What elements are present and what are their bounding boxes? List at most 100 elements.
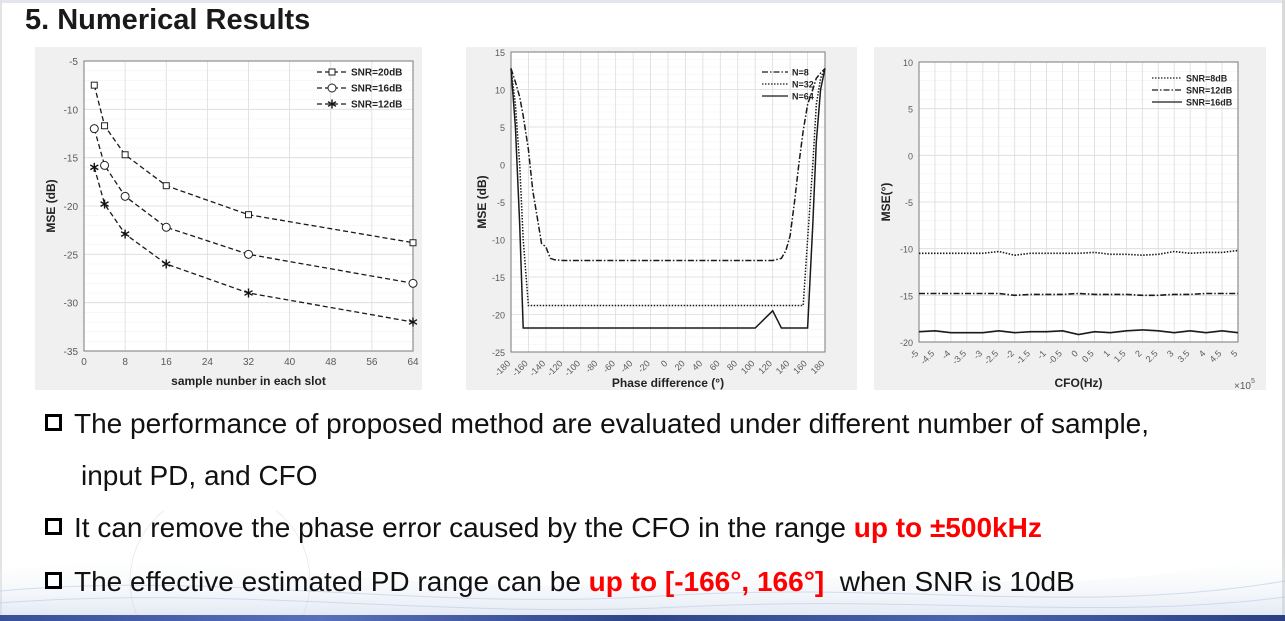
y-tick-label: 15 xyxy=(495,48,505,58)
y-tick-label: 5 xyxy=(908,105,913,115)
x-tick-label: 64 xyxy=(407,357,419,368)
legend-entry: SNR=8dB xyxy=(1186,74,1228,84)
x-multiplier-label: ×10 xyxy=(1234,381,1251,390)
x-tick-label: 2.5 xyxy=(1144,348,1160,364)
bullet-text: The performance of proposed method are e… xyxy=(74,408,1150,439)
svg-text:5: 5 xyxy=(1251,378,1255,385)
asterisk-marker-icon xyxy=(161,259,171,269)
circle-marker-icon xyxy=(327,83,337,93)
y-tick-label: 0 xyxy=(908,151,913,161)
square-bullet-icon xyxy=(45,414,62,432)
x-tick-label: 40 xyxy=(284,357,296,368)
x-tick-label: 3 xyxy=(1165,348,1176,359)
x-tick-label: 1.5 xyxy=(1112,348,1128,364)
series-line xyxy=(93,167,414,323)
x-tick-label: 24 xyxy=(202,357,214,368)
x-tick-label: 180 xyxy=(809,358,827,376)
y-tick-label: -15 xyxy=(64,154,79,165)
chart-2-svg: 15 10 5 0 -5 -10 -15 -20 -25-180-160-140-120-100… xyxy=(475,48,827,390)
y-tick-label: -10 xyxy=(64,105,79,116)
x-tick-label: 5 xyxy=(1229,348,1240,359)
x-tick-label: -180 xyxy=(493,358,513,378)
asterisk-marker-icon xyxy=(244,288,253,298)
chart-1-svg: -5 -10 -15 -20 -25 -30 -350 8 16 24 32 40 48 56 64 samp… xyxy=(44,57,419,388)
x-tick-label: 56 xyxy=(366,357,378,368)
circle-marker-icon xyxy=(244,249,253,259)
legend-entry: SNR=16dB xyxy=(351,84,402,95)
x-tick-label: 0.5 xyxy=(1080,348,1096,364)
y-axis-label: MSE(°) xyxy=(879,183,893,222)
circle-marker-icon xyxy=(120,191,130,201)
bullet-text-after: when SNR is 10dB xyxy=(824,566,1075,597)
x-tick-label: 0 xyxy=(81,357,87,368)
x-tick-label: 100 xyxy=(739,358,757,376)
slide-title: 5. Numerical Results xyxy=(25,4,311,36)
asterisk-marker-icon xyxy=(408,317,418,327)
asterisk-marker-icon xyxy=(100,199,109,209)
x-tick-label: 1 xyxy=(1101,348,1112,359)
x-tick-label: 3.5 xyxy=(1176,348,1192,364)
bullet-highlight: up to [-166°, 166°] xyxy=(588,566,825,597)
y-tick-label: -10 xyxy=(900,245,913,255)
circle-marker-icon xyxy=(161,222,171,232)
x-tick-label: -80 xyxy=(583,358,599,374)
y-tick-label: -25 xyxy=(64,250,79,261)
square-marker-icon xyxy=(90,81,98,89)
x-tick-label: 16 xyxy=(161,357,173,368)
x-tick-label: 32 xyxy=(243,357,255,368)
legend: SNR=8dB SNR=12dB SNR=16dB xyxy=(1152,74,1233,108)
y-tick-label: -35 xyxy=(64,347,79,358)
legend-entry: N=64 xyxy=(792,92,814,102)
x-tick-label: -120 xyxy=(545,358,565,378)
series-line xyxy=(919,292,1238,297)
legend: N=8 N=32 N=64 xyxy=(762,68,814,102)
series-line xyxy=(510,67,826,262)
y-tick-label: -30 xyxy=(64,299,79,310)
left-border xyxy=(0,0,2,621)
x-tick-label: -3.5 xyxy=(950,348,968,366)
bullet-highlight: up to ±500kHz xyxy=(853,512,1042,543)
square-marker-icon xyxy=(409,239,417,247)
y-tick-label: -5 xyxy=(905,198,913,208)
bullet-item: The performance of proposed method are e… xyxy=(45,408,1149,440)
x-tick-label: -2.5 xyxy=(982,348,1000,366)
y-tick-label: -20 xyxy=(492,311,505,321)
y-tick-label: -20 xyxy=(900,338,913,348)
bullet-item: It can remove the phase error caused by … xyxy=(45,512,1042,544)
footer-bar xyxy=(0,615,1285,621)
square-marker-icon xyxy=(101,122,109,130)
x-tick-label: -20 xyxy=(636,358,652,374)
legend: SNR=20dB SNR=16dB SNR=12dB xyxy=(317,68,402,111)
top-border xyxy=(0,0,1285,3)
x-tick-label: -4.5 xyxy=(918,348,936,366)
legend-entry: SNR=12dB xyxy=(1186,86,1233,96)
y-tick-label: -5 xyxy=(69,57,78,68)
bullet-continuation: input PD, and CFO xyxy=(81,460,318,491)
axes-box xyxy=(83,60,414,352)
x-tick-label: -160 xyxy=(510,358,530,378)
bullet-text: The effective estimated PD range can be xyxy=(74,566,589,597)
bullet-text: It can remove the phase error caused by … xyxy=(74,512,854,543)
chart-mse-vs-cfo: 10 5 0 -5 -10 -15 -20 -5 -4.5 -4 -3.5 -3 -2.5 -2 -1.5-… xyxy=(874,47,1266,390)
x-tick-label: 80 xyxy=(725,358,739,372)
x-tick-label: 0 xyxy=(1069,348,1080,359)
y-tick-label: -10 xyxy=(492,236,505,246)
circle-marker-icon xyxy=(89,124,99,134)
legend-entry: SNR=16dB xyxy=(1186,98,1233,108)
legend-entry: N=32 xyxy=(792,80,814,90)
x-tick-label: -140 xyxy=(527,358,547,378)
y-axis-label: MSE (dB) xyxy=(44,179,58,232)
x-tick-label: 4.5 xyxy=(1208,348,1224,364)
x-axis-label: sample nunber in each slot xyxy=(171,374,326,388)
x-axis-label: CFO(Hz) xyxy=(1055,376,1103,390)
square-marker-icon xyxy=(328,68,336,76)
series-line xyxy=(93,128,414,284)
asterisk-marker-icon xyxy=(89,162,99,172)
x-tick-label: 48 xyxy=(325,357,337,368)
series-line xyxy=(919,249,1239,257)
x-tick-label: 160 xyxy=(791,358,809,376)
x-tick-label: 140 xyxy=(774,358,792,376)
y-tick-label: -25 xyxy=(492,348,505,358)
y-tick-label: 0 xyxy=(500,161,505,171)
